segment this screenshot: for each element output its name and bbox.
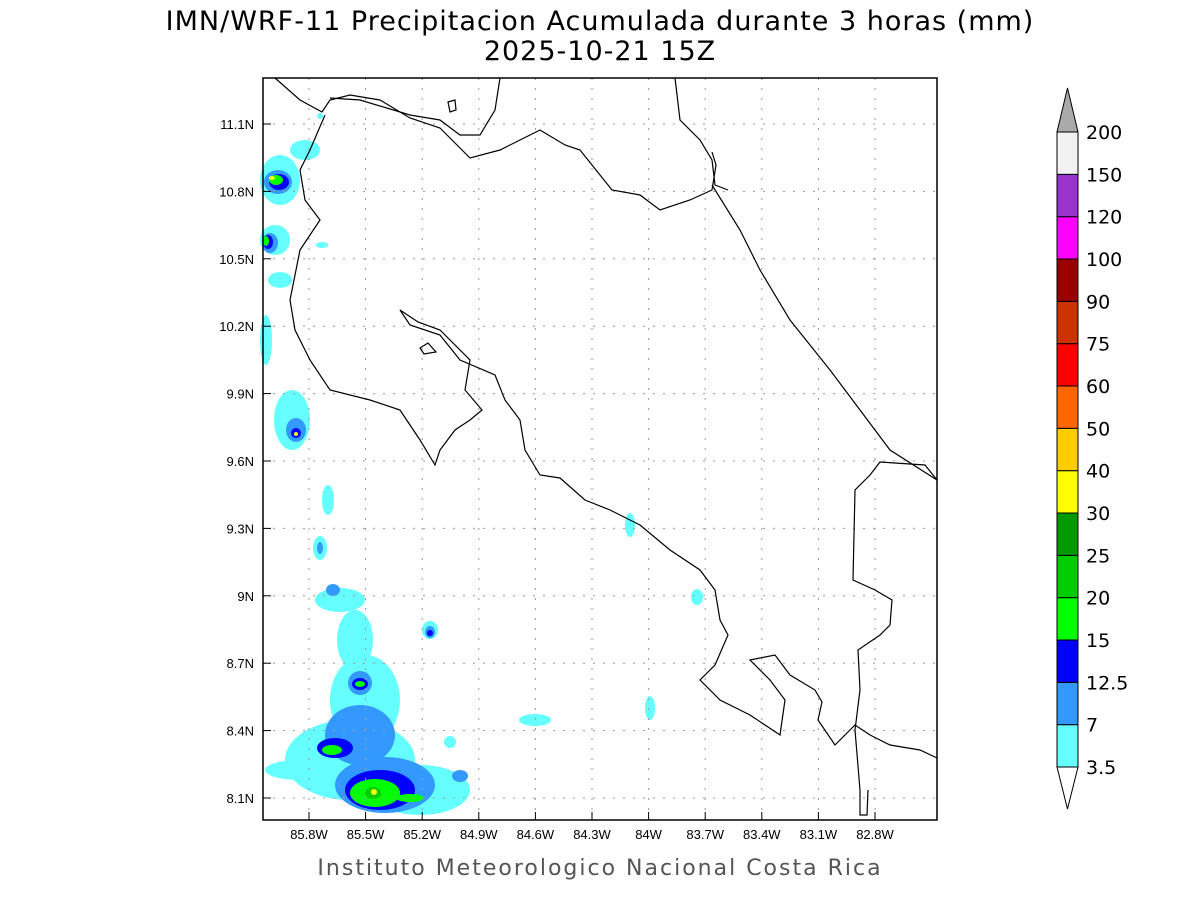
lat-tick-label: 10.8N	[219, 184, 254, 199]
colorbar-label: 7	[1086, 715, 1098, 737]
coastlines-borders	[274, 77, 938, 816]
colorbar-swatch	[1056, 597, 1079, 641]
precipitation-field	[260, 113, 703, 815]
lat-tick-label: 10.5N	[219, 252, 254, 267]
footer-credit: Instituto Meteorologico Nacional Costa R…	[317, 856, 883, 881]
lat-tick-label: 8.7N	[227, 656, 254, 671]
precip-3.5-7	[260, 113, 703, 815]
lon-tick-label: 85.8W	[290, 827, 328, 842]
colorbar-label: 50	[1086, 418, 1110, 440]
lon-tick-label: 82.8W	[856, 827, 894, 842]
colorbar-label: 75	[1086, 334, 1110, 356]
map-subtitle: 2025-10-21 15Z	[483, 36, 717, 67]
lon-tick-label: 84.6W	[517, 827, 555, 842]
lat-tick-label: 9.6N	[227, 454, 254, 469]
colorbar-swatch	[1056, 131, 1079, 175]
colorbar-label: 200	[1086, 122, 1122, 144]
lon-tick-label: 85.5W	[347, 827, 385, 842]
lat-tick-label: 10.2N	[219, 319, 254, 334]
lat-tick-label: 8.1N	[227, 791, 254, 806]
colorbar-label: 12.5	[1086, 672, 1128, 694]
colorbar-label: 20	[1086, 588, 1110, 610]
lat-tick-label: 9.9N	[227, 387, 254, 402]
colorbar-swatch	[1056, 639, 1079, 683]
colorbar-label: 150	[1086, 164, 1122, 186]
colorbar-swatch	[1056, 385, 1079, 429]
colorbar-swatch	[1056, 470, 1079, 514]
colorbar-swatch	[1056, 343, 1079, 387]
latitude-labels: 11.1N 10.8N 10.5N 10.2N 9.9N 9.6N 9.3N 9N 8.7N 8.…	[219, 117, 254, 806]
colorbar-label: 120	[1086, 207, 1122, 229]
colorbar-over-triangle	[1056, 87, 1079, 133]
colorbar-label: 40	[1086, 461, 1110, 483]
colorbar-label: 100	[1086, 249, 1122, 271]
lat-tick-label: 11.1N	[220, 117, 254, 132]
lon-tick-label: 84.9W	[460, 827, 498, 842]
colorbar-swatch	[1056, 258, 1079, 302]
lat-tick-label: 9N	[237, 589, 254, 604]
colorbar-swatch	[1056, 216, 1079, 260]
lon-tick-label: 84.3W	[573, 827, 611, 842]
colorbar-swatch	[1056, 173, 1079, 218]
map-frame	[262, 77, 938, 821]
lat-tick-label: 8.4N	[227, 724, 254, 739]
colorbar-under-triangle	[1056, 766, 1079, 810]
colorbar-swatch	[1056, 512, 1079, 556]
colorbar-swatch	[1056, 724, 1079, 768]
colorbar-label: 90	[1086, 291, 1110, 313]
lat-tick-label: 9.3N	[227, 521, 254, 536]
colorbar-swatch	[1056, 300, 1079, 345]
longitude-labels: 85.8W 85.5W 85.2W 84.9W 84.6W 84.3W 84W 83.7W 83…	[290, 827, 894, 842]
lon-tick-label: 85.2W	[403, 827, 441, 842]
precip-30-40	[269, 176, 377, 795]
colorbar-label: 3.5	[1086, 757, 1116, 779]
colorbar-label: 15	[1086, 630, 1110, 652]
map-title: IMN/WRF-11 Precipitacion Acumulada duran…	[165, 6, 1035, 37]
colorbar-label: 60	[1086, 376, 1110, 398]
colorbar-swatch	[1056, 554, 1079, 599]
lon-tick-label: 84W	[635, 827, 662, 842]
colorbar: 3.5 7 12.5 15 20 25 30 40 50 60 75 90 100 120 150 200	[1056, 87, 1128, 810]
colorbar-swatch	[1056, 427, 1079, 472]
colorbar-label: 25	[1086, 545, 1110, 567]
lon-tick-label: 83.1W	[800, 827, 838, 842]
lon-tick-label: 83.4W	[743, 827, 781, 842]
colorbar-swatch	[1056, 681, 1079, 726]
colorbar-label: 30	[1086, 503, 1110, 525]
lon-tick-label: 83.7W	[686, 827, 724, 842]
precip-7-12.5	[262, 170, 468, 813]
